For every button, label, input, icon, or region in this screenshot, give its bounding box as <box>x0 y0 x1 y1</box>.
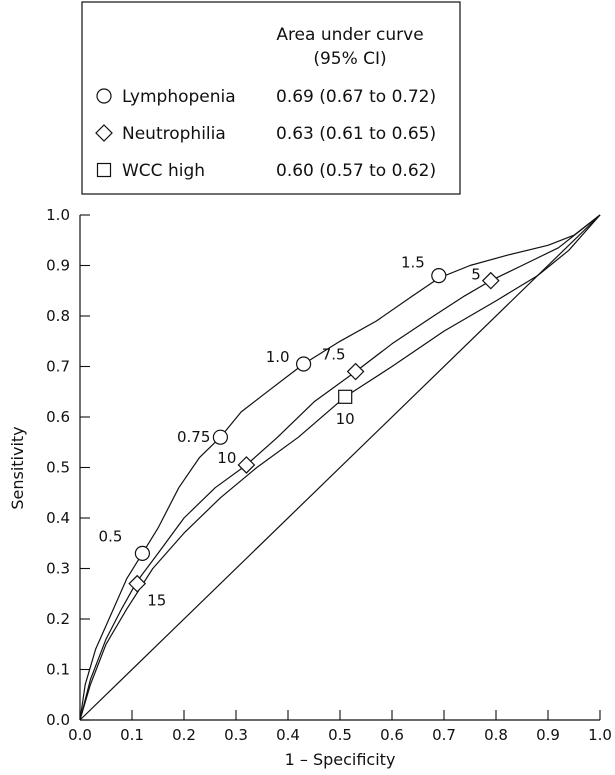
x-tick-label: 0.0 <box>68 726 92 744</box>
series-lines <box>79 214 601 721</box>
y-tick-label: 0.4 <box>46 509 70 527</box>
x-tick-label: 0.6 <box>380 726 404 744</box>
wcc-high-threshold-marker <box>338 389 353 404</box>
y-axis-label: Sensitivity <box>8 426 27 509</box>
series-markers: 0.5 0.75 1.0 1.5 15 10 7.5 5 10 <box>99 254 500 610</box>
lymphopenia-curve <box>79 214 601 721</box>
neutrophilia-threshold-label: 15 <box>147 592 166 610</box>
neutrophilia-threshold-label: 7.5 <box>322 346 346 364</box>
y-tick-label: 0.8 <box>46 307 70 325</box>
x-tick-label: 0.2 <box>172 726 196 744</box>
legend-lymphopenia-auc: 0.69 (0.67 to 0.72) <box>276 87 436 107</box>
neutrophilia-threshold-label: 5 <box>471 266 481 284</box>
x-axis-label: 1 – Specificity <box>285 750 396 769</box>
y-ticks: 0.0 0.1 0.2 0.3 0.4 0.5 0.6 0.7 0.8 0.9 1.0 <box>46 206 90 729</box>
legend-rows: Lymphopenia 0.69 (0.67 to 0.72) Neutrophil… <box>95 87 436 181</box>
legend-box <box>81 1 461 195</box>
legend: Area under curve (95% CI) Lymphopenia 0.6… <box>81 1 461 195</box>
legend-lymphopenia-name: Lymphopenia <box>122 87 236 107</box>
x-tick-label: 0.5 <box>328 726 352 744</box>
x-tick-label: 0.4 <box>276 726 300 744</box>
lymphopenia-threshold-label: 1.0 <box>266 348 290 366</box>
wcc-high-threshold-label: 10 <box>336 410 355 428</box>
y-tick-label: 0.3 <box>46 560 70 578</box>
neutrophilia-threshold-label: 10 <box>217 449 236 467</box>
legend-neutrophilia-auc: 0.63 (0.61 to 0.65) <box>276 124 436 144</box>
neutrophilia-threshold-marker <box>128 574 147 593</box>
neutrophilia-threshold-marker <box>346 362 365 381</box>
x-tick-label: 0.9 <box>536 726 560 744</box>
legend-wcc-high-name: WCC high <box>122 161 205 181</box>
legend-neutrophilia-name: Neutrophilia <box>122 124 226 144</box>
y-tick-label: 0.9 <box>46 257 70 275</box>
lymphopenia-threshold-label: 0.5 <box>99 527 123 545</box>
x-ticks: 0.0 0.1 0.2 0.3 0.4 0.5 0.6 0.7 0.8 0.9 1.0 <box>68 710 612 744</box>
y-tick-label: 1.0 <box>46 206 70 224</box>
legend-header-line1: Area under curve <box>276 25 423 45</box>
reference-diagonal-line <box>79 214 601 721</box>
neutrophilia-threshold-marker <box>481 271 500 290</box>
y-tick-label: 0.5 <box>46 459 70 477</box>
legend-wcc-high-square-icon <box>96 162 112 178</box>
x-tick-label: 0.7 <box>432 726 456 744</box>
lymphopenia-threshold-marker <box>431 268 447 284</box>
lymphopenia-threshold-label: 1.5 <box>401 254 425 272</box>
y-tick-label: 0.1 <box>46 661 70 679</box>
x-tick-label: 0.8 <box>484 726 508 744</box>
y-tick-label: 0.7 <box>46 358 70 376</box>
lymphopenia-threshold-marker <box>212 429 228 445</box>
legend-header-line2: (95% CI) <box>313 49 386 69</box>
x-tick-label: 1.0 <box>588 726 612 744</box>
lymphopenia-threshold-label: 0.75 <box>177 428 210 446</box>
x-tick-label: 0.3 <box>224 726 248 744</box>
y-tick-label: 0.0 <box>46 711 70 729</box>
neutrophilia-threshold-marker <box>237 456 256 474</box>
lymphopenia-threshold-marker <box>296 356 312 372</box>
lymphopenia-threshold-marker <box>134 545 150 561</box>
x-tick-label: 0.1 <box>120 726 144 744</box>
plot-area: 0.0 0.1 0.2 0.3 0.4 0.5 0.6 0.7 0.8 0.9 1.0 0.0 0.1… <box>46 206 612 744</box>
y-tick-label: 0.2 <box>46 610 70 628</box>
legend-neutrophilia-diamond-icon <box>95 124 113 142</box>
wcc-high-curve <box>79 214 601 721</box>
legend-wcc-high-auc: 0.60 (0.57 to 0.62) <box>276 161 436 181</box>
legend-lymphopenia-circle-icon <box>96 88 112 104</box>
y-tick-label: 0.6 <box>46 408 70 426</box>
